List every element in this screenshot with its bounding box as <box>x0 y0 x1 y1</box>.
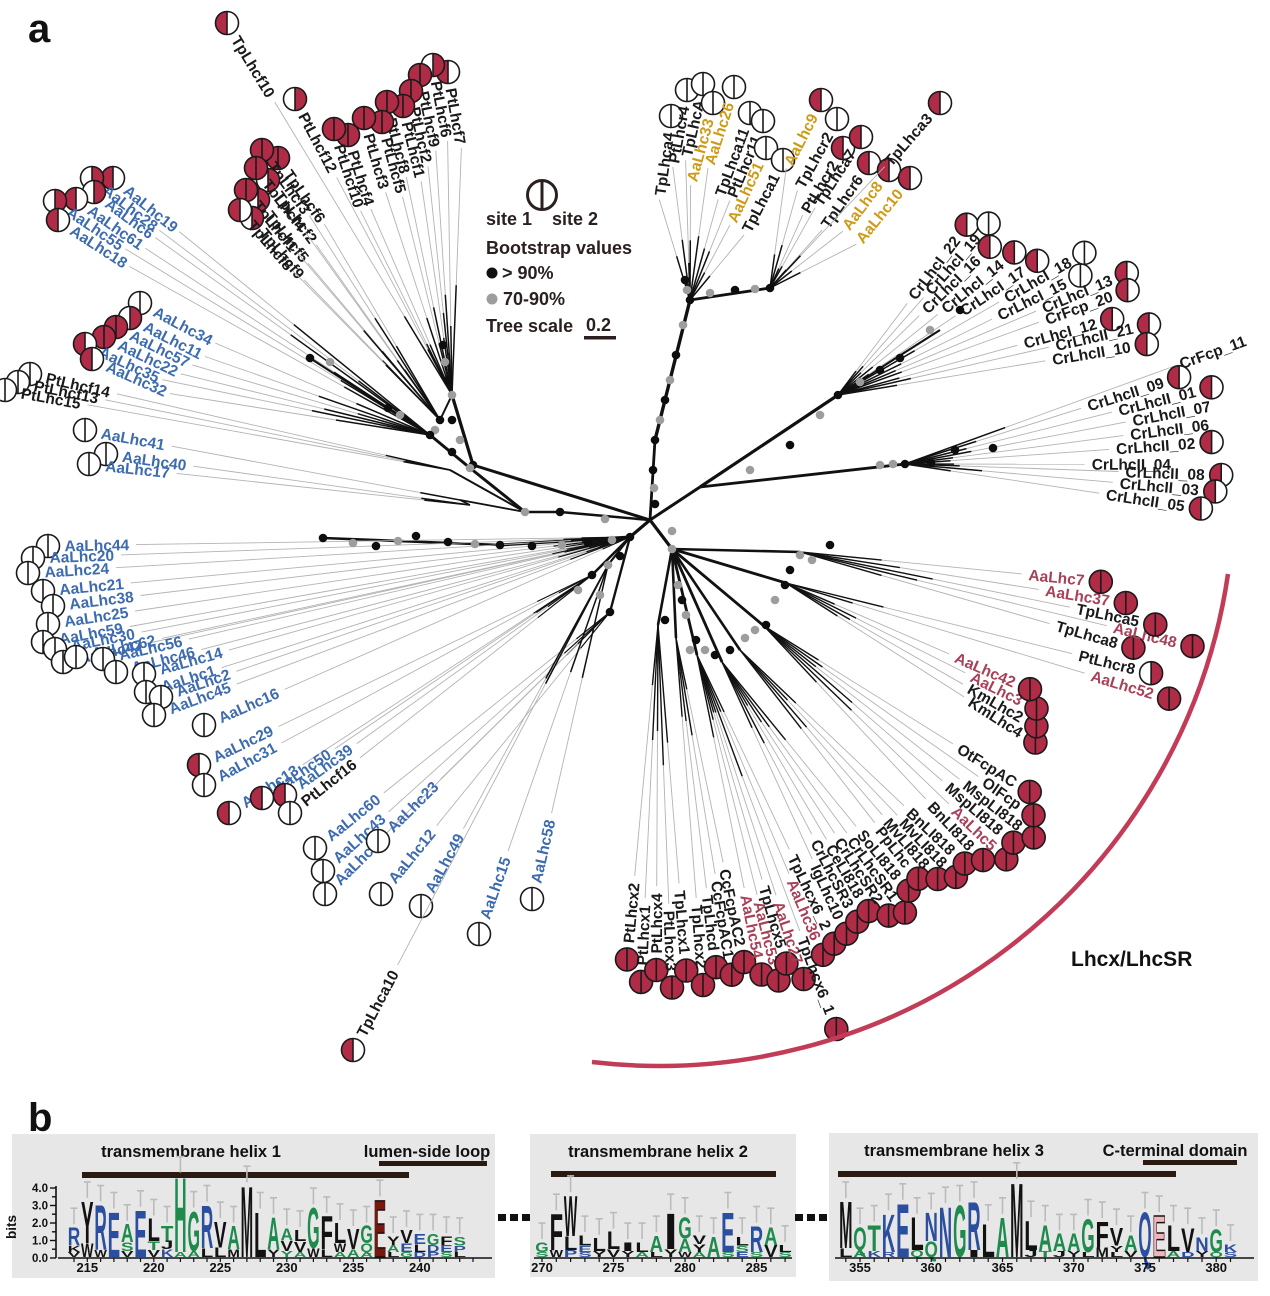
svg-text:K: K <box>882 1202 895 1264</box>
svg-text:230: 230 <box>276 1260 298 1275</box>
svg-text:370: 370 <box>1063 1260 1085 1275</box>
svg-text:Bootstrap values: Bootstrap values <box>486 238 632 258</box>
svg-text:F: F <box>440 1234 452 1248</box>
svg-text:L: L <box>578 1232 591 1249</box>
svg-text:G: G <box>535 1240 548 1255</box>
svg-text:V: V <box>1181 1220 1195 1259</box>
svg-text:C-terminal domain: C-terminal domain <box>1103 1142 1248 1160</box>
svg-text:L: L <box>607 1227 620 1254</box>
svg-text:G: G <box>427 1231 439 1249</box>
svg-text:R: R <box>967 1187 980 1265</box>
svg-text:transmembrane helix 1: transmembrane helix 1 <box>101 1143 281 1161</box>
svg-text:Lhcx/LhcSR: Lhcx/LhcSR <box>1071 948 1192 971</box>
svg-text:280: 280 <box>674 1260 696 1275</box>
svg-text:S: S <box>453 1236 466 1249</box>
svg-text:365: 365 <box>992 1260 1014 1275</box>
svg-text:380: 380 <box>1205 1260 1227 1275</box>
svg-text:R: R <box>201 1192 214 1261</box>
svg-text:M: M <box>241 1167 254 1279</box>
svg-text:L: L <box>1024 1214 1037 1260</box>
svg-text:L: L <box>735 1235 749 1249</box>
svg-text:A: A <box>764 1222 778 1250</box>
svg-text:W: W <box>564 1184 578 1249</box>
svg-text:A: A <box>267 1209 280 1259</box>
svg-text:L: L <box>1167 1218 1180 1259</box>
svg-text:transmembrane helix 3: transmembrane helix 3 <box>864 1142 1044 1160</box>
svg-text:Y: Y <box>81 1190 93 1256</box>
svg-text:360: 360 <box>920 1260 942 1275</box>
svg-text:1.0: 1.0 <box>32 1236 48 1248</box>
svg-text:0.2: 0.2 <box>586 315 611 335</box>
svg-text:G: G <box>1081 1211 1094 1263</box>
svg-text:a: a <box>28 7 51 51</box>
svg-text:G: G <box>360 1222 372 1249</box>
svg-text:L: L <box>148 1213 160 1249</box>
svg-text:bits: bits <box>4 1215 19 1239</box>
svg-text:0.0: 0.0 <box>32 1253 48 1265</box>
svg-text:A: A <box>650 1232 663 1257</box>
svg-text:F: F <box>320 1206 332 1259</box>
svg-text:A: A <box>1038 1219 1051 1259</box>
svg-text:V: V <box>693 1233 707 1247</box>
svg-text:235: 235 <box>342 1260 364 1275</box>
svg-text:L: L <box>334 1219 346 1250</box>
svg-text:Tree scale: Tree scale <box>486 316 573 336</box>
svg-text:b: b <box>28 1096 52 1140</box>
svg-text:N: N <box>924 1204 937 1250</box>
svg-text:R: R <box>750 1220 763 1260</box>
svg-text:F: F <box>550 1204 563 1261</box>
svg-text:V: V <box>1110 1224 1123 1251</box>
svg-text:L: L <box>635 1239 648 1255</box>
svg-text:275: 275 <box>603 1260 625 1275</box>
svg-text:V: V <box>400 1226 413 1247</box>
svg-text:E: E <box>721 1201 734 1265</box>
svg-text:T: T <box>868 1218 882 1259</box>
svg-text:225: 225 <box>209 1260 231 1275</box>
svg-text:3.0: 3.0 <box>32 1201 48 1213</box>
svg-text:375: 375 <box>1134 1260 1156 1275</box>
svg-text:215: 215 <box>76 1260 98 1275</box>
svg-text:270: 270 <box>531 1260 553 1275</box>
svg-text:R: R <box>68 1222 81 1251</box>
svg-text:G: G <box>187 1199 199 1263</box>
svg-text:Q: Q <box>853 1223 866 1258</box>
svg-text:220: 220 <box>143 1260 165 1275</box>
svg-text:A: A <box>121 1219 134 1248</box>
svg-text:240: 240 <box>409 1260 431 1275</box>
svg-text:I: I <box>621 1240 634 1254</box>
svg-text:A: A <box>1124 1231 1138 1256</box>
svg-text:70-90%: 70-90% <box>503 289 565 309</box>
svg-text:lumen-side loop: lumen-side loop <box>364 1143 491 1161</box>
svg-text:L: L <box>910 1208 923 1261</box>
svg-text:G: G <box>678 1211 691 1246</box>
svg-text:I: I <box>664 1204 677 1260</box>
svg-text:T: T <box>161 1222 174 1245</box>
svg-text:L: L <box>778 1243 791 1254</box>
svg-text:A: A <box>281 1224 294 1244</box>
svg-text:site 1: site 1 <box>486 209 532 229</box>
svg-text:> 90%: > 90% <box>502 263 554 283</box>
svg-text:L: L <box>592 1235 605 1255</box>
svg-text:V: V <box>347 1224 360 1256</box>
svg-text:R: R <box>94 1193 107 1264</box>
svg-text:transmembrane helix 2: transmembrane helix 2 <box>568 1143 748 1161</box>
svg-text:A: A <box>1053 1228 1067 1256</box>
svg-text:A: A <box>1067 1228 1081 1256</box>
svg-text:355: 355 <box>849 1260 871 1275</box>
svg-text:A: A <box>227 1219 240 1257</box>
svg-text:L: L <box>294 1226 306 1244</box>
svg-text:E: E <box>414 1231 427 1248</box>
svg-text:G: G <box>307 1198 319 1262</box>
svg-text:V: V <box>214 1215 227 1257</box>
svg-text:K: K <box>1224 1242 1237 1254</box>
svg-text:2.0: 2.0 <box>32 1218 48 1230</box>
svg-text:site 2: site 2 <box>552 209 598 229</box>
svg-text:F: F <box>1096 1215 1109 1256</box>
svg-text:M: M <box>839 1189 852 1263</box>
svg-text:N: N <box>1195 1234 1208 1256</box>
svg-text:G: G <box>1209 1224 1222 1259</box>
svg-text:Y: Y <box>387 1235 400 1248</box>
svg-text:285: 285 <box>746 1260 768 1275</box>
svg-text:4.0: 4.0 <box>32 1183 48 1195</box>
